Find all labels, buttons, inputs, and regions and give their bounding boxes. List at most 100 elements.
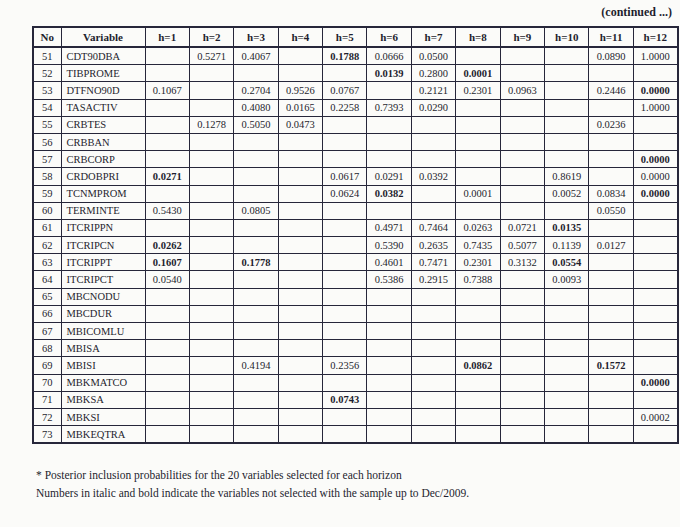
row-number-cell: 59 <box>33 185 61 202</box>
probability-value-cell <box>456 133 500 150</box>
variable-name-cell: ITCRIPPT <box>61 254 145 271</box>
variable-name-cell: TASACTIV <box>61 99 145 116</box>
probability-value-cell <box>545 82 589 99</box>
probability-value-cell: 0.2356 <box>323 357 367 374</box>
probability-value-cell <box>589 151 633 168</box>
probability-value-cell <box>367 391 411 408</box>
probability-value-cell <box>456 151 500 168</box>
probability-value-cell <box>589 408 633 425</box>
probability-value-cell: 0.9526 <box>278 82 322 99</box>
probability-value-cell <box>456 47 500 65</box>
variable-name-cell: DTFNO90D <box>61 82 145 99</box>
variable-name-cell: MBKSI <box>61 408 145 425</box>
probability-value-cell <box>633 391 677 408</box>
probability-value-cell <box>411 408 455 425</box>
row-number-cell: 58 <box>33 168 61 185</box>
probability-value-cell: 0.2704 <box>234 82 278 99</box>
probability-value-cell <box>589 99 633 116</box>
probability-value-cell <box>633 237 677 254</box>
probability-value-cell: 0.0001 <box>456 185 500 202</box>
probability-value-cell <box>234 374 278 391</box>
probability-value-cell: 0.7393 <box>367 99 411 116</box>
probability-value-cell: 0.0263 <box>456 219 500 236</box>
probability-value-cell: 0.7435 <box>456 237 500 254</box>
probability-value-cell: 1.0000 <box>633 99 677 116</box>
probability-value-cell <box>367 202 411 219</box>
probability-value-cell <box>545 340 589 357</box>
probability-value-cell <box>589 391 633 408</box>
probability-value-cell <box>189 202 233 219</box>
row-number-cell: 57 <box>33 151 61 168</box>
probability-value-cell: 0.0862 <box>456 357 500 374</box>
column-header: h=4 <box>278 27 322 47</box>
probability-value-cell: 0.8619 <box>545 168 589 185</box>
probability-value-cell: 0.0271 <box>145 168 189 185</box>
probability-value-cell: 0.1278 <box>189 116 233 133</box>
probability-value-cell: 0.0500 <box>411 47 455 65</box>
probability-value-cell <box>589 168 633 185</box>
probability-value-cell <box>545 47 589 65</box>
probability-value-cell <box>323 271 367 288</box>
probability-value-cell <box>545 323 589 340</box>
probability-value-cell: 0.0666 <box>367 47 411 65</box>
probability-value-cell <box>500 305 544 322</box>
probability-value-cell <box>189 271 233 288</box>
variable-name-cell: MBISA <box>61 340 145 357</box>
probability-value-cell <box>545 202 589 219</box>
probability-value-cell: 0.0834 <box>589 185 633 202</box>
probability-value-cell <box>500 168 544 185</box>
probability-value-cell: 0.0236 <box>589 116 633 133</box>
probability-value-cell <box>278 185 322 202</box>
posterior-inclusion-probabilities-table: NoVariableh=1h=2h=3h=4h=5h=6h=7h=8h=9h=1… <box>32 26 679 444</box>
probability-value-cell <box>189 305 233 322</box>
table-row: 62ITCRIPCN0.02620.53900.26350.74350.5077… <box>33 237 678 254</box>
probability-value-cell <box>633 357 677 374</box>
probability-value-cell: 0.0052 <box>545 185 589 202</box>
probability-value-cell <box>367 133 411 150</box>
probability-value-cell <box>500 47 544 65</box>
probability-value-cell <box>589 219 633 236</box>
table-row: 63ITCRIPPT0.16070.17780.46010.74710.2301… <box>33 254 678 271</box>
probability-value-cell <box>145 305 189 322</box>
probability-value-cell: 0.1067 <box>145 82 189 99</box>
probability-value-cell <box>456 391 500 408</box>
table-row: 59TCNMPROM0.06240.03820.00010.00520.0834… <box>33 185 678 202</box>
probability-value-cell <box>278 288 322 305</box>
variable-name-cell: CRBBAN <box>61 133 145 150</box>
probability-value-cell <box>367 305 411 322</box>
probability-value-cell <box>456 323 500 340</box>
probability-value-cell <box>500 99 544 116</box>
probability-value-cell <box>189 185 233 202</box>
probability-value-cell <box>234 340 278 357</box>
probability-value-cell <box>234 305 278 322</box>
probability-value-cell <box>278 151 322 168</box>
probability-value-cell <box>545 116 589 133</box>
probability-value-cell <box>278 426 322 444</box>
probability-value-cell: 0.4971 <box>367 219 411 236</box>
probability-value-cell <box>278 237 322 254</box>
probability-value-cell <box>234 408 278 425</box>
probability-value-cell <box>278 408 322 425</box>
probability-value-cell: 0.0093 <box>545 271 589 288</box>
column-header: h=10 <box>545 27 589 47</box>
column-header: h=7 <box>411 27 455 47</box>
table-row: 53DTFNO90D0.10670.27040.95260.07670.2121… <box>33 82 678 99</box>
probability-value-cell <box>589 288 633 305</box>
probability-value-cell <box>234 271 278 288</box>
probability-value-cell: 0.0000 <box>633 185 677 202</box>
probability-value-cell <box>545 133 589 150</box>
table-row: 73MBKEQTRA <box>33 426 678 444</box>
variable-name-cell: MBISI <box>61 357 145 374</box>
probability-value-cell <box>189 408 233 425</box>
probability-value-cell <box>367 288 411 305</box>
probability-value-cell: 0.2301 <box>456 254 500 271</box>
row-number-cell: 72 <box>33 408 61 425</box>
probability-value-cell: 0.5050 <box>234 116 278 133</box>
table-row: 69MBISI0.41940.23560.08620.1572 <box>33 357 678 374</box>
probability-value-cell <box>278 47 322 65</box>
probability-value-cell <box>189 151 233 168</box>
probability-value-cell <box>589 254 633 271</box>
probability-value-cell: 0.5386 <box>367 271 411 288</box>
row-number-cell: 56 <box>33 133 61 150</box>
probability-value-cell: 0.0135 <box>545 219 589 236</box>
